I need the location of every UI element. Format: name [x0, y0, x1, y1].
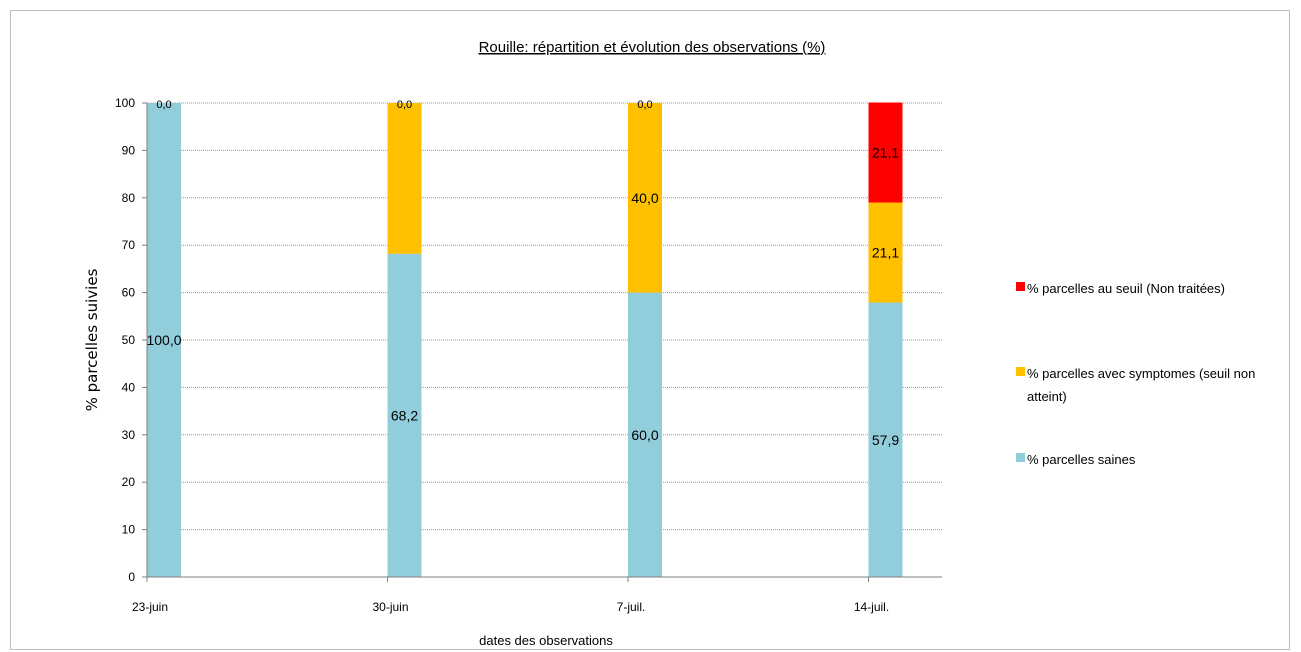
x-tick-label: 14-juil. [854, 600, 889, 614]
data-label: 68,2 [391, 407, 418, 423]
legend-label: % parcelles avec symptomes (seuil non [1027, 366, 1255, 381]
bar-segment [628, 292, 662, 577]
y-tick-label: 90 [122, 143, 136, 157]
x-tick-label: 30-juin [372, 600, 408, 614]
y-tick-label: 80 [122, 191, 136, 205]
y-axis-ticks: 0 10 20 30 40 50 60 70 80 90 100 [115, 96, 147, 584]
y-tick-label: 30 [122, 428, 136, 442]
data-label: 100,0 [146, 332, 181, 348]
bar-segment [147, 103, 181, 577]
y-tick-label: 40 [122, 380, 136, 394]
bar-segment [387, 253, 422, 577]
legend-swatch [1016, 367, 1025, 376]
x-axis-ticks: 23-juin 30-juin 7-juil. 14-juil. [132, 577, 889, 614]
data-label: 0,0 [637, 99, 652, 111]
y-tick-label: 60 [122, 286, 136, 300]
bar-segment [868, 102, 903, 203]
data-label: 57,9 [872, 432, 899, 448]
y-tick-label: 20 [122, 475, 136, 489]
data-label: 60,0 [631, 427, 658, 443]
y-tick-label: 0 [128, 570, 135, 584]
bar-segment [868, 302, 903, 577]
y-tick-label: 100 [115, 96, 135, 110]
legend: % parcelles au seuil (Non traitées) % par… [1016, 281, 1255, 467]
legend-label: % parcelles au seuil (Non traitées) [1027, 281, 1225, 296]
data-label: 21,1 [872, 145, 899, 161]
x-tick-label: 23-juin [132, 600, 168, 614]
x-axis-label: dates des observations [479, 633, 613, 648]
chart-title: Rouille: répartition et évolution des ob… [479, 39, 826, 56]
legend-swatch [1016, 453, 1025, 462]
legend-swatch [1016, 282, 1025, 291]
gridlines [147, 102, 942, 531]
data-label: 40,0 [631, 190, 658, 206]
bar-segment [387, 103, 422, 254]
y-tick-label: 50 [122, 333, 136, 347]
bar-segment [628, 103, 662, 293]
legend-label: % parcelles saines [1027, 452, 1136, 467]
y-axis-label: % parcelles suivies [83, 268, 101, 411]
data-label: 0,0 [397, 99, 412, 111]
y-tick-label: 70 [122, 238, 136, 252]
bar-segment [868, 202, 903, 303]
legend-label: atteint) [1027, 389, 1067, 404]
data-label: 21,1 [872, 245, 899, 261]
bars: 100,0 0,0 68,2 0,0 60,0 40,0 0,0 57,9 21,1 21,1 [146, 99, 903, 577]
y-tick-label: 10 [122, 523, 136, 537]
axes [146, 103, 942, 578]
x-tick-label: 7-juil. [617, 600, 646, 614]
data-label: 0,0 [156, 99, 171, 111]
